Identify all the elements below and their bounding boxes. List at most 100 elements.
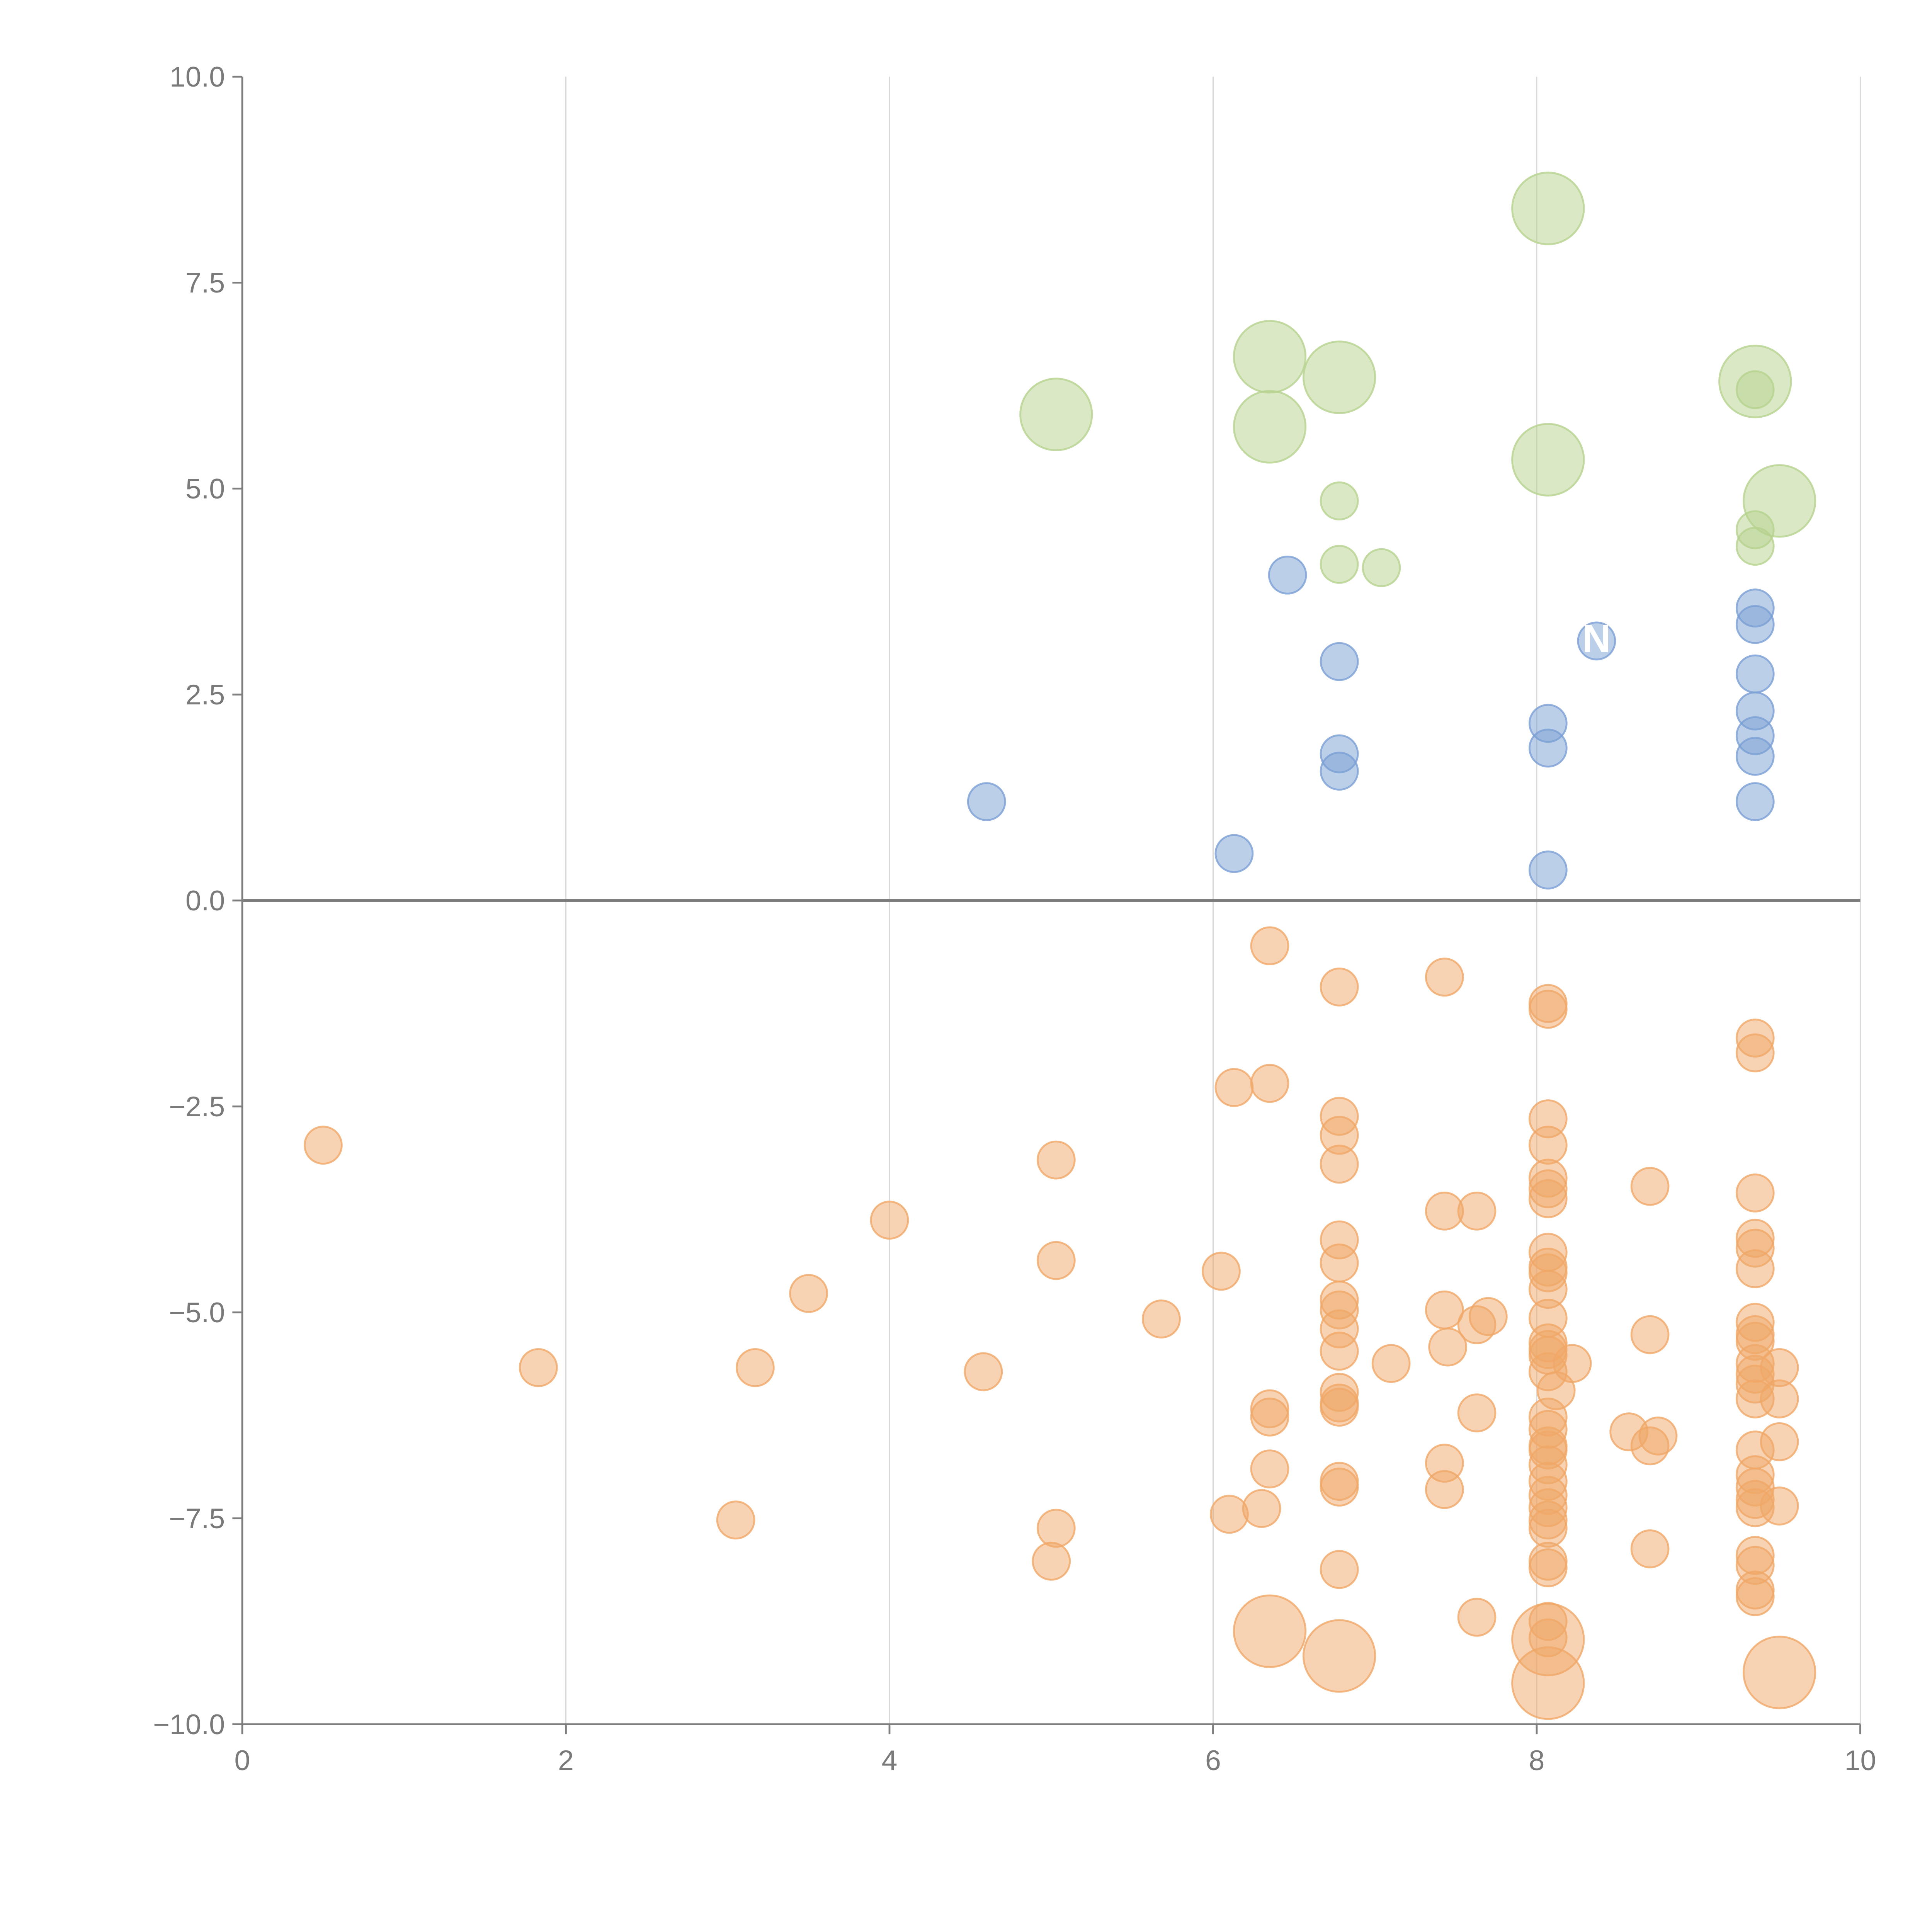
x-tick-label: 8	[1529, 1744, 1545, 1776]
orange-point-110	[1760, 1379, 1799, 1418]
orange-point-0	[303, 1126, 343, 1165]
blue-point-4	[1320, 642, 1359, 681]
blue-point-2	[1735, 605, 1775, 644]
green-point-2	[1302, 340, 1376, 414]
orange-point-117	[1742, 1636, 1816, 1709]
green-point-4	[1019, 378, 1093, 451]
annotation-label: N	[1582, 616, 1611, 661]
green-point-9	[1320, 481, 1359, 520]
orange-point-55	[1528, 1179, 1568, 1218]
y-tick-label: 2.5	[185, 679, 225, 711]
blue-point-14	[1735, 782, 1775, 821]
orange-point-4	[789, 1274, 828, 1313]
orange-point-1	[519, 1348, 558, 1387]
orange-point-20	[1250, 1449, 1289, 1488]
orange-point-7	[1032, 1542, 1071, 1581]
y-tick-label: −10.0	[153, 1708, 225, 1740]
green-point-11	[1735, 527, 1775, 566]
orange-point-89	[1735, 1173, 1775, 1213]
orange-point-38	[1425, 957, 1464, 997]
orange-point-15	[1242, 1489, 1281, 1528]
green-point-13	[1362, 548, 1401, 587]
blue-point-11	[1735, 736, 1775, 776]
green-point-1	[1233, 320, 1307, 394]
orange-point-17	[1250, 1064, 1289, 1103]
orange-point-47	[1457, 1598, 1497, 1637]
blue-point-9	[1528, 728, 1568, 768]
x-tick-label: 2	[558, 1744, 574, 1776]
orange-point-30	[1320, 1332, 1359, 1371]
points-layer	[303, 172, 1816, 1720]
orange-point-113	[1233, 1594, 1307, 1668]
orange-point-26	[1320, 1243, 1359, 1282]
y-tick-label: −2.5	[169, 1090, 225, 1122]
orange-point-92	[1735, 1249, 1775, 1288]
orange-point-16	[1250, 926, 1289, 966]
orange-point-44	[1457, 1191, 1497, 1231]
orange-point-116	[1511, 1646, 1585, 1720]
orange-point-48	[1468, 1297, 1508, 1336]
orange-point-80	[1553, 1344, 1592, 1383]
orange-point-21	[1320, 967, 1359, 1007]
orange-point-85	[1638, 1416, 1678, 1456]
orange-point-43	[1425, 1470, 1464, 1509]
blue-point-16	[1528, 850, 1568, 889]
orange-point-52	[1528, 1126, 1568, 1165]
orange-point-2	[716, 1500, 755, 1540]
blue-point-5	[1735, 654, 1775, 694]
orange-point-111	[1760, 1422, 1799, 1461]
x-tick-label: 0	[235, 1744, 250, 1776]
orange-point-13	[1209, 1495, 1249, 1534]
orange-point-35	[1320, 1468, 1359, 1507]
orange-point-40	[1425, 1290, 1464, 1330]
x-tick-label: 10	[1845, 1744, 1876, 1776]
orange-point-86	[1630, 1529, 1670, 1568]
orange-point-74	[1528, 1509, 1568, 1548]
axis-layer: 10.0 7.5 5.0 2.5 0.0 −2.5 −5.0 −7.5 −10.0 0 2 4 6 8 10	[153, 61, 1876, 1776]
orange-point-76	[1528, 1548, 1568, 1587]
blue-point-13	[967, 782, 1006, 821]
orange-point-8	[1036, 1140, 1076, 1180]
green-point-0	[1511, 172, 1585, 245]
orange-point-46	[1457, 1393, 1497, 1433]
x-tick-label: 4	[882, 1744, 898, 1776]
orange-point-19	[1250, 1397, 1289, 1437]
orange-point-33	[1320, 1388, 1359, 1427]
y-tick-label: −5.0	[169, 1296, 225, 1328]
orange-point-24	[1320, 1145, 1359, 1184]
orange-point-112	[1760, 1486, 1799, 1526]
y-tick-label: 7.5	[185, 267, 225, 299]
green-point-5	[1233, 390, 1307, 464]
orange-point-14	[1214, 1068, 1254, 1107]
blue-point-15	[1214, 834, 1254, 873]
blue-point-0	[1268, 555, 1307, 595]
orange-point-88	[1735, 1033, 1775, 1073]
y-tick-label: 0.0	[185, 884, 225, 917]
orange-point-114	[1302, 1619, 1376, 1693]
orange-point-82	[1630, 1167, 1670, 1206]
orange-point-37	[1371, 1344, 1411, 1383]
orange-point-83	[1630, 1315, 1670, 1354]
annotation-layer: N	[1582, 616, 1611, 661]
orange-point-11	[1142, 1299, 1181, 1338]
orange-point-41	[1428, 1327, 1468, 1367]
orange-point-6	[964, 1352, 1003, 1391]
blue-point-12	[1320, 752, 1359, 791]
green-point-8	[1735, 370, 1775, 409]
x-tick-label: 6	[1205, 1744, 1221, 1776]
orange-point-3	[736, 1348, 775, 1387]
y-tick-label: 10.0	[170, 61, 225, 93]
blue-point-3	[1577, 621, 1616, 661]
orange-point-36	[1320, 1550, 1359, 1589]
orange-point-5	[870, 1201, 909, 1240]
orange-point-12	[1202, 1252, 1241, 1291]
y-tick-label: 5.0	[185, 473, 225, 505]
y-tick-label: −7.5	[169, 1502, 225, 1534]
orange-point-10	[1036, 1509, 1076, 1548]
orange-point-108	[1735, 1577, 1775, 1616]
orange-point-50	[1528, 990, 1568, 1029]
green-point-6	[1511, 423, 1585, 497]
green-point-12	[1320, 545, 1359, 584]
orange-point-9	[1036, 1241, 1076, 1280]
